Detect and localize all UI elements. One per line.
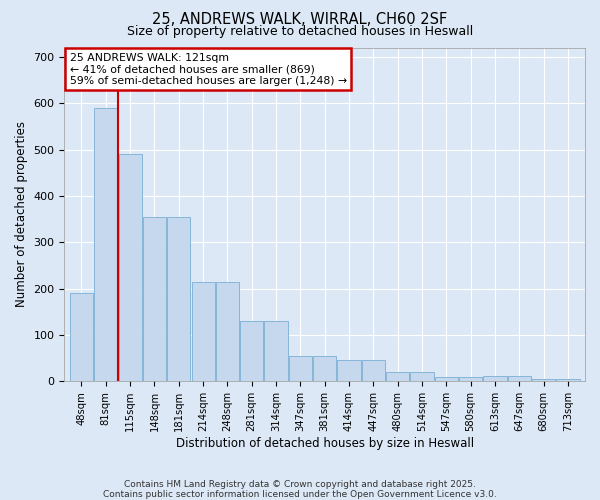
Bar — [532, 379, 555, 382]
Text: 25 ANDREWS WALK: 121sqm
← 41% of detached houses are smaller (869)
59% of semi-d: 25 ANDREWS WALK: 121sqm ← 41% of detache… — [70, 52, 347, 86]
Bar — [508, 376, 531, 382]
Bar — [216, 282, 239, 382]
Bar — [167, 216, 190, 382]
Bar — [386, 372, 409, 382]
Bar — [119, 154, 142, 382]
Bar — [556, 379, 580, 382]
Bar — [289, 356, 312, 382]
X-axis label: Distribution of detached houses by size in Heswall: Distribution of detached houses by size … — [176, 437, 474, 450]
Bar — [337, 360, 361, 382]
Bar — [240, 321, 263, 382]
Y-axis label: Number of detached properties: Number of detached properties — [15, 122, 28, 308]
Bar — [459, 376, 482, 382]
Text: 25, ANDREWS WALK, WIRRAL, CH60 2SF: 25, ANDREWS WALK, WIRRAL, CH60 2SF — [152, 12, 448, 28]
Bar — [362, 360, 385, 382]
Bar — [435, 376, 458, 382]
Bar — [265, 321, 287, 382]
Text: Size of property relative to detached houses in Heswall: Size of property relative to detached ho… — [127, 25, 473, 38]
Bar — [94, 108, 118, 382]
Bar — [484, 376, 506, 382]
Bar — [410, 372, 434, 382]
Bar — [70, 293, 93, 382]
Bar — [313, 356, 336, 382]
Text: Contains HM Land Registry data © Crown copyright and database right 2025.
Contai: Contains HM Land Registry data © Crown c… — [103, 480, 497, 499]
Bar — [143, 216, 166, 382]
Bar — [191, 282, 215, 382]
